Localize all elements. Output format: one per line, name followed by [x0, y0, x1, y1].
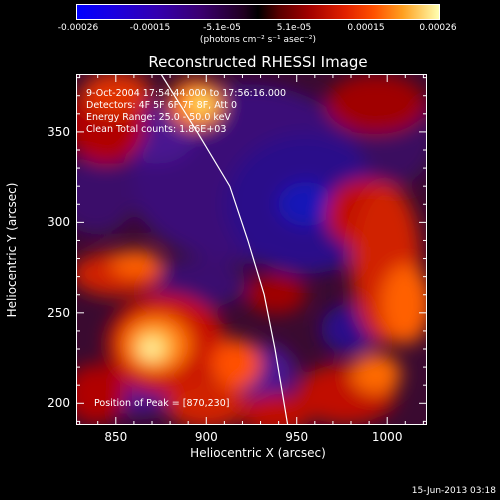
y-tick-label: 200 [47, 396, 70, 411]
rhessi-image-plot [76, 74, 427, 425]
x-tick-label: 850 [104, 430, 128, 444]
x-axis-label: Heliocentric X (arcsec) [190, 446, 326, 460]
colorbar-tick-label: 0.00015 [347, 23, 385, 33]
peak-position-annotation: Position of Peak = [870,230] [94, 398, 230, 409]
x-tick-label: 900 [194, 430, 218, 444]
y-tick-label: 300 [47, 215, 70, 230]
x-tick-marks [79, 74, 424, 425]
y-axis-label: Heliocentric Y (arcsec) [5, 182, 19, 318]
colorbar-tick-label: -0.00015 [129, 23, 171, 33]
energy-range-annotation: Energy Range: 25.0 - 50.0 keV [86, 112, 231, 123]
colorbar-tick-label: 0.00026 [419, 23, 457, 33]
y-tick-label: 350 [47, 124, 70, 139]
time-range-annotation: 9-Oct-2004 17:54:44.000 to 17:56:16.000 [86, 88, 287, 99]
colorbar-tick-label: 5.1e-05 [276, 23, 312, 33]
y-tick-marks [76, 77, 427, 422]
timestamp-footer: 15-Jun-2013 03:18 [411, 486, 496, 496]
x-tick-label: 1000 [371, 430, 403, 444]
detectors-annotation: Detectors: 4F 5F 6F 7F 8F, Att 0 [86, 100, 238, 111]
y-tick-label: 250 [47, 305, 70, 320]
plot-title: Reconstructed RHESSI Image [148, 53, 368, 71]
colorbar [76, 4, 440, 20]
x-tick-label: 950 [285, 430, 309, 444]
counts-annotation: Clean Total counts: 1.86E+03 [86, 124, 227, 135]
colorbar-units: (photons cm⁻² s⁻¹ asec⁻²) [199, 35, 317, 45]
colorbar-tick-label: -5.1e-05 [203, 23, 241, 33]
solar-limb-line [160, 74, 289, 425]
colorbar-tick-label: -0.00026 [57, 23, 99, 33]
intensity-blobs [76, 74, 427, 425]
